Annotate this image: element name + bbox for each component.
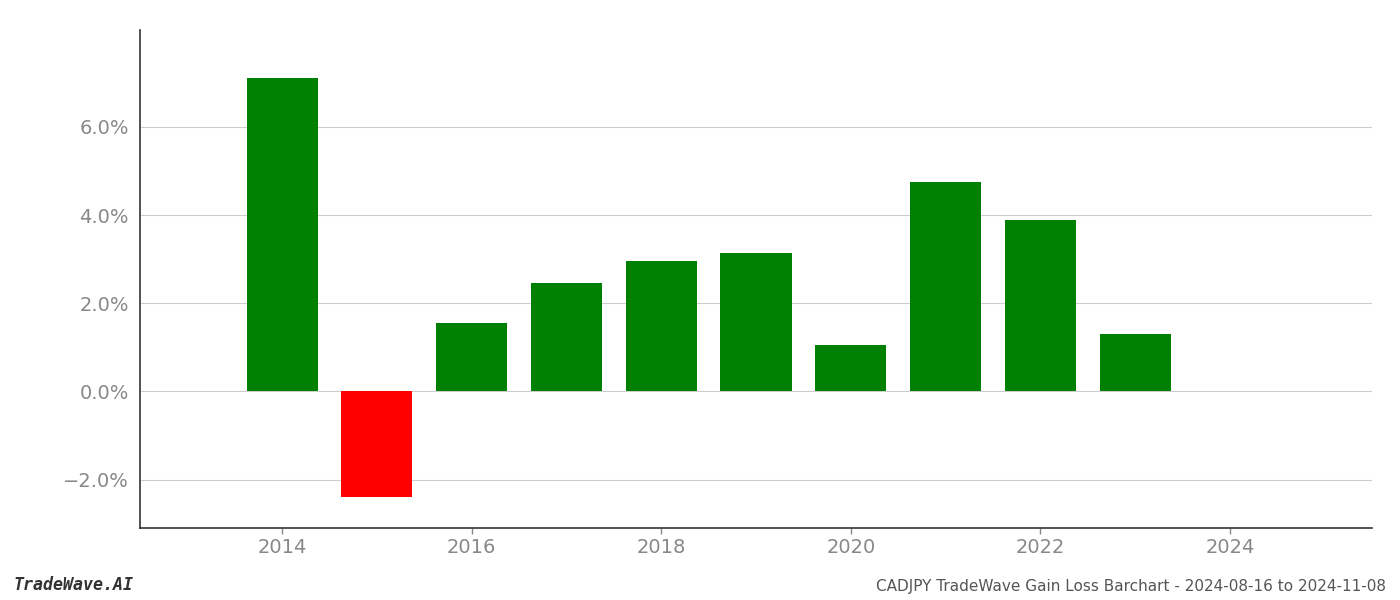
Bar [1099, 334, 1170, 391]
Text: TradeWave.AI: TradeWave.AI [14, 576, 134, 594]
Bar [815, 345, 886, 391]
Bar [246, 79, 318, 391]
Bar [626, 262, 697, 391]
Bar [721, 253, 791, 391]
Text: CADJPY TradeWave Gain Loss Barchart - 2024-08-16 to 2024-11-08: CADJPY TradeWave Gain Loss Barchart - 20… [876, 579, 1386, 594]
Bar [910, 182, 981, 391]
Bar [531, 283, 602, 391]
Bar [437, 323, 507, 391]
Bar [1005, 220, 1075, 391]
Bar [342, 391, 413, 497]
